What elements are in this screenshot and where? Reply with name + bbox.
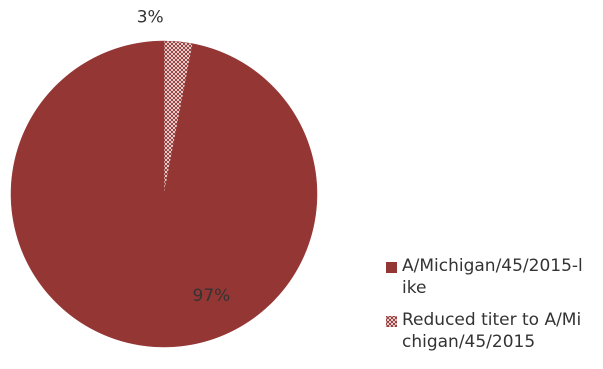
data-label-michigan-like: 97% xyxy=(193,286,231,306)
legend-item-michigan-like: A/Michigan/45/2015-like xyxy=(386,255,601,299)
legend-swatch-hatched xyxy=(386,316,397,327)
legend-label: Reduced titer to A/Michigan/45/2015 xyxy=(402,310,582,352)
pie-slice-reduced-titer xyxy=(163,40,193,195)
legend-swatch-solid xyxy=(386,262,397,273)
chart-legend: A/Michigan/45/2015-like Reduced titer to… xyxy=(386,255,601,363)
data-label-reduced-titer: 3% xyxy=(137,8,164,28)
legend-item-reduced-titer: Reduced titer to A/Michigan/45/2015 xyxy=(386,309,601,353)
legend-label: A/Michigan/45/2015-like xyxy=(402,256,583,298)
